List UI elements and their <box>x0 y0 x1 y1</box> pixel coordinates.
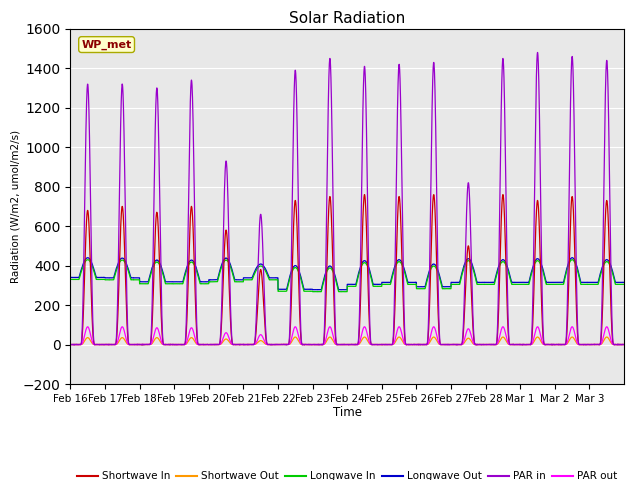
Line: Longwave Out: Longwave Out <box>70 258 624 290</box>
PAR in <box>541 342 548 348</box>
PAR out <box>499 324 507 330</box>
Shortwave In <box>67 342 74 348</box>
PAR in <box>181 339 189 345</box>
Shortwave Out <box>541 342 548 348</box>
PAR in <box>397 149 405 155</box>
PAR out <box>118 324 126 330</box>
PAR out <box>138 342 146 348</box>
PAR in <box>67 342 74 348</box>
PAR in <box>499 56 507 62</box>
Longwave Out <box>340 287 348 293</box>
Shortwave Out <box>138 342 146 348</box>
Shortwave In <box>499 192 507 197</box>
Line: Longwave In: Longwave In <box>70 260 624 292</box>
PAR out <box>620 342 628 348</box>
Longwave Out <box>568 255 576 261</box>
Longwave In <box>368 278 376 284</box>
Shortwave Out <box>368 342 376 348</box>
Shortwave In <box>397 240 405 246</box>
PAR out <box>397 330 405 336</box>
Longwave Out <box>397 259 405 264</box>
Shortwave Out <box>499 334 507 340</box>
PAR out <box>541 342 548 348</box>
Shortwave Out <box>527 342 534 348</box>
Text: WP_met: WP_met <box>81 39 132 50</box>
Longwave In <box>568 257 576 263</box>
Shortwave In <box>138 342 146 348</box>
Longwave Out <box>541 273 548 278</box>
Legend: Shortwave In, Shortwave Out, Longwave In, Longwave Out, PAR in, PAR out: Shortwave In, Shortwave Out, Longwave In… <box>73 467 621 480</box>
PAR in <box>138 342 146 348</box>
Longwave Out <box>181 270 189 276</box>
Shortwave In <box>181 340 189 346</box>
Shortwave Out <box>397 336 405 342</box>
Longwave In <box>340 289 348 295</box>
Shortwave In <box>368 342 376 348</box>
Longwave In <box>67 276 74 282</box>
Longwave In <box>499 259 507 264</box>
Line: PAR in: PAR in <box>70 52 624 345</box>
Shortwave Out <box>67 342 74 348</box>
Title: Solar Radiation: Solar Radiation <box>289 11 405 26</box>
Longwave Out <box>620 279 628 285</box>
Shortwave Out <box>620 342 628 348</box>
Longwave In <box>397 261 405 266</box>
PAR out <box>368 342 376 348</box>
PAR in <box>368 342 376 348</box>
Line: PAR out: PAR out <box>70 327 624 345</box>
Shortwave In <box>499 192 507 198</box>
Longwave In <box>620 281 628 287</box>
X-axis label: Time: Time <box>333 407 362 420</box>
PAR out <box>67 342 74 348</box>
Longwave In <box>181 272 189 278</box>
Longwave Out <box>368 276 376 281</box>
PAR out <box>527 342 534 348</box>
Line: Shortwave Out: Shortwave Out <box>70 337 624 345</box>
PAR in <box>620 342 628 348</box>
Longwave Out <box>527 274 534 279</box>
Y-axis label: Radiation (W/m2, umol/m2/s): Radiation (W/m2, umol/m2/s) <box>10 130 20 283</box>
Longwave Out <box>67 275 74 280</box>
Line: Shortwave In: Shortwave In <box>70 194 624 345</box>
PAR out <box>182 341 189 347</box>
Longwave Out <box>499 257 507 263</box>
PAR in <box>534 49 541 55</box>
Shortwave Out <box>534 334 541 340</box>
Shortwave In <box>620 342 628 348</box>
Longwave In <box>527 276 534 281</box>
PAR in <box>527 342 534 348</box>
Shortwave In <box>527 341 534 347</box>
Shortwave In <box>541 342 548 348</box>
Longwave In <box>541 275 548 280</box>
Shortwave Out <box>181 342 189 348</box>
